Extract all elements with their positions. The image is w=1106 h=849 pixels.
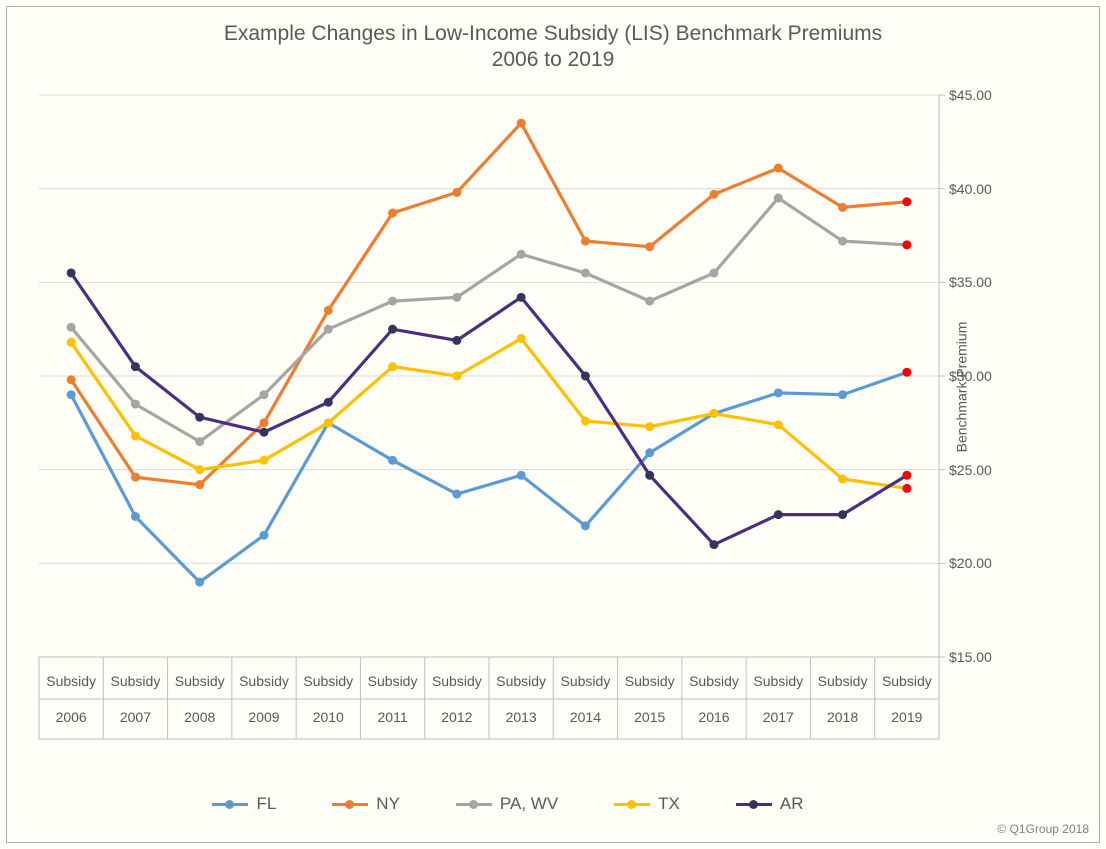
x-category-row1: Subsidy (496, 673, 546, 689)
title-line-2: 2006 to 2019 (492, 48, 615, 71)
legend-item: TX (614, 794, 680, 814)
legend-swatch (212, 803, 248, 806)
chart-title: Example Changes in Low-Income Subsidy (L… (7, 21, 1099, 74)
legend-item: PA, WV (456, 794, 558, 814)
legend-swatch (332, 803, 368, 806)
legend-swatch (456, 803, 492, 806)
x-category-row2: 2006 (56, 709, 87, 725)
y-tick-label: $45.00 (949, 87, 992, 103)
x-category-row2: 2014 (570, 709, 601, 725)
x-category-row2: 2009 (248, 709, 279, 725)
x-category-row2: 2019 (891, 709, 922, 725)
x-category-row2: 2017 (763, 709, 794, 725)
x-category-row1: Subsidy (625, 673, 675, 689)
x-category-row1: Subsidy (882, 673, 932, 689)
x-category-row2: 2008 (184, 709, 215, 725)
legend: FL NY PA, WV TX AR (7, 791, 1009, 815)
y-tick-label: $35.00 (949, 274, 992, 290)
legend-item: NY (332, 794, 400, 814)
legend-item: AR (736, 794, 804, 814)
y-tick-label: $40.00 (949, 181, 992, 197)
copyright-text: © Q1Group 2018 (997, 822, 1089, 836)
x-category-row2: 2018 (827, 709, 858, 725)
y-tick-label: $25.00 (949, 462, 992, 478)
x-category-row1: Subsidy (111, 673, 161, 689)
x-category-row1: Subsidy (561, 673, 611, 689)
x-category-row1: Subsidy (303, 673, 353, 689)
x-category-row2: 2016 (698, 709, 729, 725)
legend-label: TX (658, 794, 680, 814)
x-category-row1: Subsidy (46, 673, 96, 689)
x-category-row1: Subsidy (239, 673, 289, 689)
x-category-row2: 2010 (313, 709, 344, 725)
x-category-row1: Subsidy (175, 673, 225, 689)
x-category-row2: 2007 (120, 709, 151, 725)
legend-swatch (614, 803, 650, 806)
x-category-row1: Subsidy (689, 673, 739, 689)
x-category-row1: Subsidy (753, 673, 803, 689)
y-tick-label: $15.00 (949, 649, 992, 665)
title-line-1: Example Changes in Low-Income Subsidy (L… (224, 22, 882, 45)
legend-swatch (736, 803, 772, 806)
y-axis-title: Benchmark Premium (954, 322, 970, 453)
x-category-row2: 2012 (441, 709, 472, 725)
legend-label: NY (376, 794, 400, 814)
chart-area: $15.00$20.00$25.00$30.00$35.00$40.00$45.… (27, 87, 1027, 787)
x-category-row2: 2013 (506, 709, 537, 725)
x-category-row1: Subsidy (432, 673, 482, 689)
x-category-row1: Subsidy (818, 673, 868, 689)
legend-label: AR (780, 794, 804, 814)
legend-item: FL (212, 794, 276, 814)
x-category-row1: Subsidy (368, 673, 418, 689)
legend-label: PA, WV (500, 794, 558, 814)
x-category-row2: 2015 (634, 709, 665, 725)
legend-label: FL (256, 794, 276, 814)
y-tick-label: $20.00 (949, 555, 992, 571)
x-category-row2: 2011 (378, 709, 408, 725)
chart-frame: Example Changes in Low-Income Subsidy (L… (6, 6, 1100, 843)
